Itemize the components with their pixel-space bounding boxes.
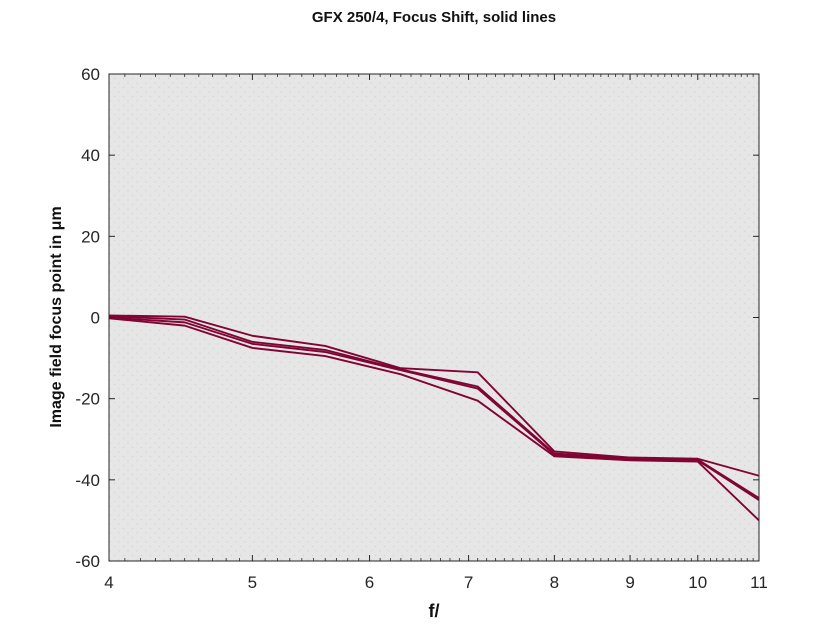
y-tick-label: 20 <box>81 227 100 246</box>
y-axis-label: Image field focus point in μm <box>48 206 65 427</box>
x-tick-label: 11 <box>750 573 768 592</box>
x-tick-label: 8 <box>550 573 559 592</box>
x-axis-label: f/ <box>429 601 440 621</box>
chart-title: GFX 250/4, Focus Shift, solid lines <box>312 9 556 26</box>
plot-area <box>109 74 759 561</box>
x-tick-label: 6 <box>365 573 374 592</box>
x-tick-label: 7 <box>464 573 473 592</box>
x-tick-label: 4 <box>104 573 113 592</box>
y-tick-label: -20 <box>75 390 100 409</box>
y-tick-label: 40 <box>81 146 100 165</box>
series-line-3 <box>108 316 760 501</box>
y-tick-label: 0 <box>91 309 100 328</box>
series-line-1 <box>108 314 760 477</box>
x-tick-label: 5 <box>248 573 257 592</box>
series-lines <box>108 314 760 522</box>
y-tick-label: -40 <box>75 471 100 490</box>
x-tick-label: 9 <box>625 573 634 592</box>
y-tick-label: 60 <box>81 65 100 84</box>
series-line-4 <box>108 317 760 522</box>
y-tick-label: -60 <box>75 552 100 571</box>
x-tick-label: 10 <box>688 573 707 592</box>
axis-ticks: 60 40 20 0 -20 -40 -604 5 6 7 8 9 10 11 <box>75 65 767 592</box>
